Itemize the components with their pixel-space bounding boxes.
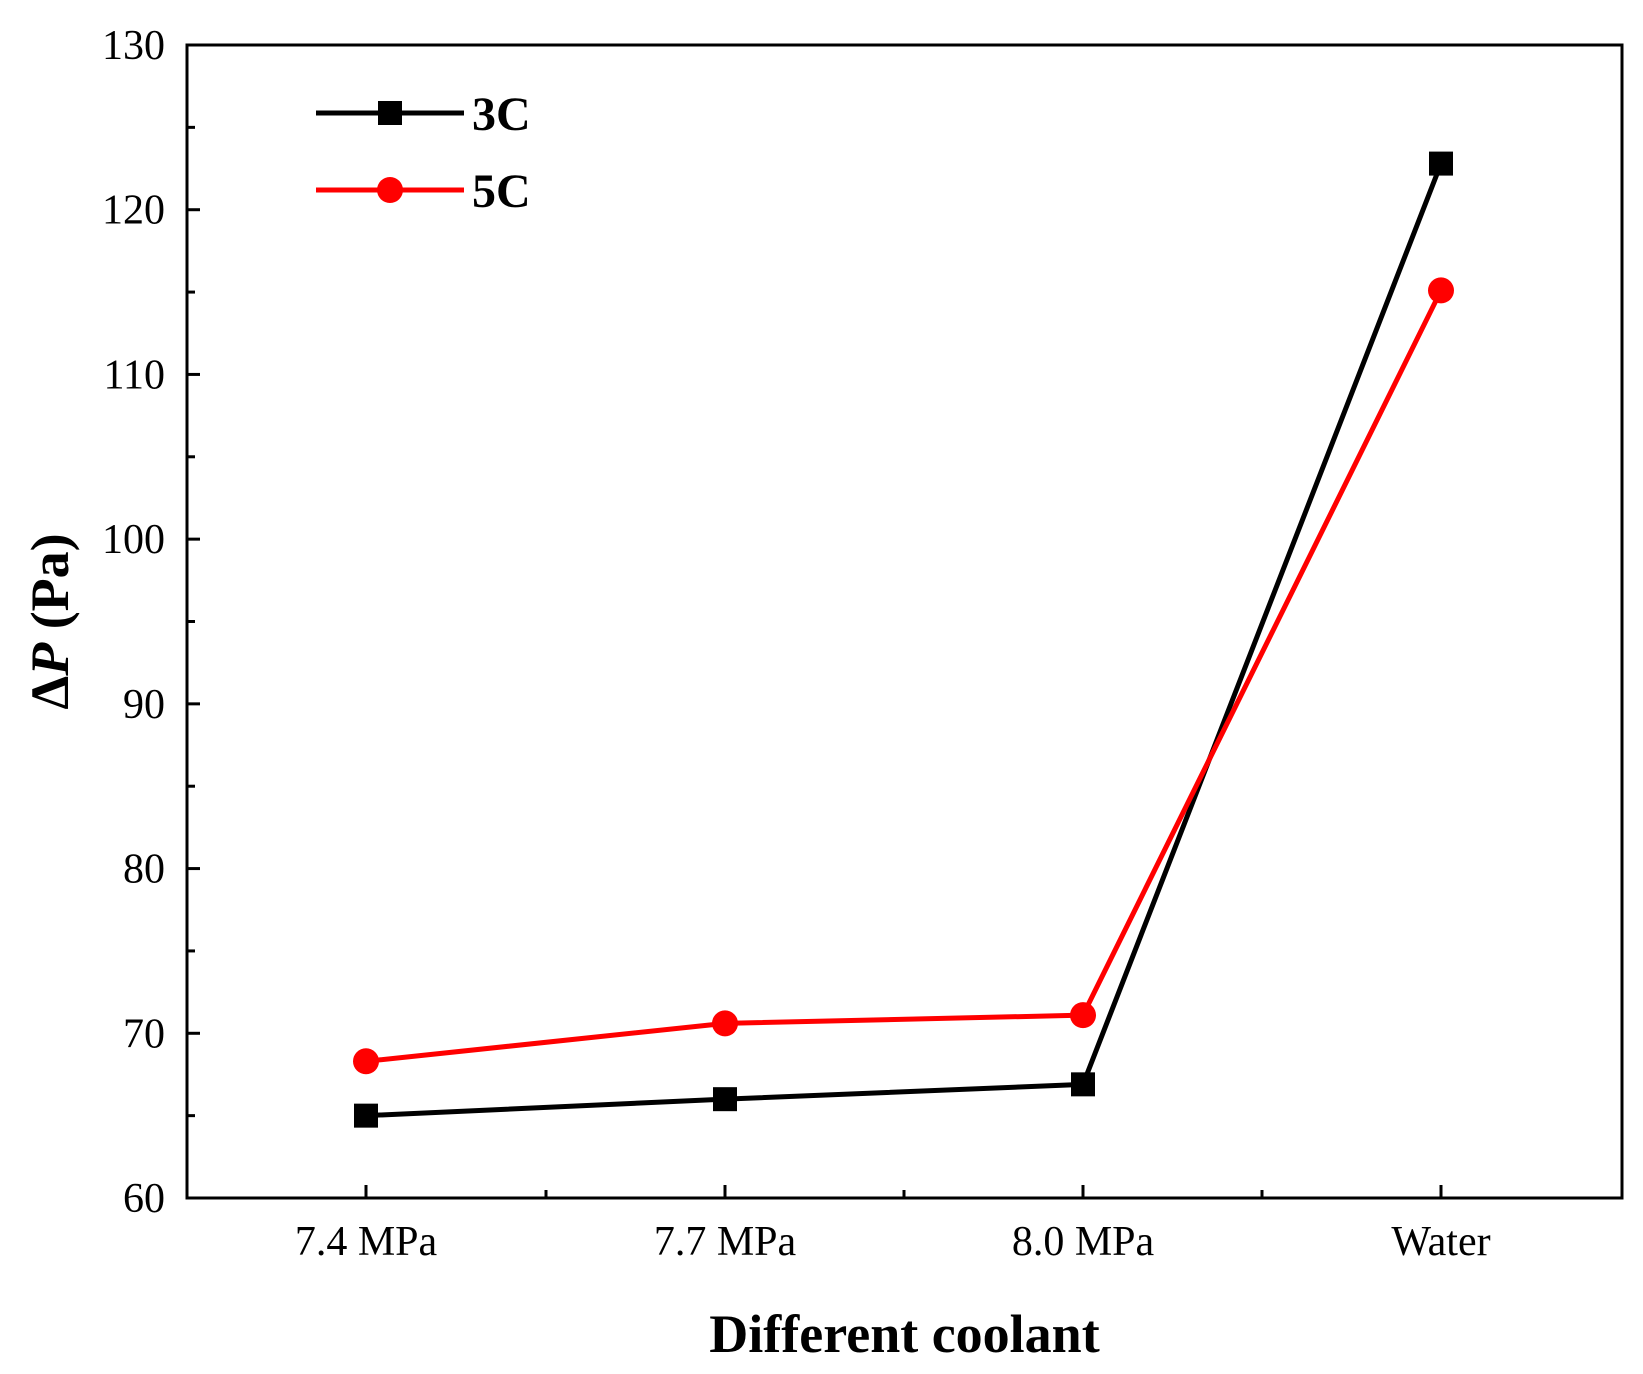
legend-marker-5c bbox=[377, 177, 403, 203]
y-tick-label: 110 bbox=[104, 352, 165, 398]
series-line-3c bbox=[365, 162, 1444, 1119]
y-axis-title: ΔP (Pa) bbox=[20, 533, 80, 709]
data-point-5c bbox=[353, 1048, 379, 1075]
data-point-3c bbox=[1071, 1072, 1095, 1097]
y-axis-title-prefix: Δ bbox=[20, 676, 80, 710]
data-point-3c bbox=[713, 1087, 737, 1112]
x-axis-title: Different coolant bbox=[709, 1304, 1099, 1364]
series-line-5c bbox=[365, 289, 1444, 1064]
data-point-3c bbox=[1429, 151, 1453, 176]
y-tick-label: 120 bbox=[102, 188, 165, 234]
y-tick-label: 130 bbox=[102, 23, 165, 69]
y-axis-ticks: 60 70 80 90 100 110 120 130 bbox=[102, 23, 200, 1222]
data-point-3c bbox=[354, 1103, 378, 1128]
y-axis-title-variable: P bbox=[20, 642, 80, 677]
x-tick-label: 7.4 MPa bbox=[295, 1219, 438, 1265]
legend-marker-3c bbox=[378, 101, 402, 125]
x-axis-ticks: 7.4 MPa 7.7 MPa 8.0 MPa Water bbox=[295, 1185, 1491, 1265]
x-tick-label: 8.0 MPa bbox=[1012, 1219, 1155, 1265]
x-tick-label: 7.7 MPa bbox=[654, 1219, 797, 1265]
y-axis-title-unit: (Pa) bbox=[20, 533, 80, 642]
legend-label-5c: 5C bbox=[472, 165, 531, 218]
y-tick-label: 60 bbox=[123, 1176, 165, 1222]
data-point-5c bbox=[1070, 1002, 1096, 1029]
data-point-5c bbox=[712, 1010, 738, 1037]
legend-label-3c: 3C bbox=[472, 88, 531, 141]
y-tick-label: 90 bbox=[123, 682, 165, 728]
y-tick-label: 80 bbox=[123, 847, 165, 893]
series-layer bbox=[353, 151, 1454, 1128]
data-point-5c bbox=[1428, 277, 1454, 304]
x-tick-label: Water bbox=[1391, 1219, 1490, 1265]
plot-frame bbox=[185, 43, 1624, 1200]
y-tick-label: 70 bbox=[123, 1011, 165, 1057]
y-tick-label: 100 bbox=[102, 517, 165, 563]
